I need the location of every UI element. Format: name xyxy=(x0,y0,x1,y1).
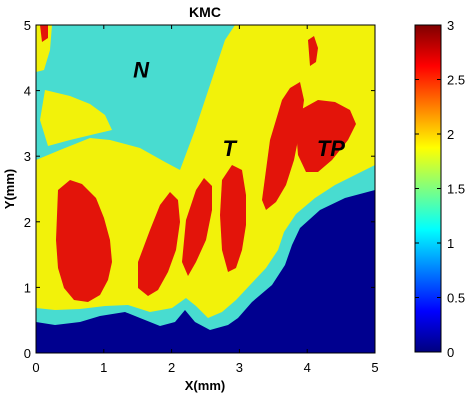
x-axis: 0 1 2 3 4 5 xyxy=(32,25,379,375)
y-tick-label: 2 xyxy=(24,215,31,230)
chart-title: KMC xyxy=(189,4,221,20)
x-axis-label: X(mm) xyxy=(185,378,225,393)
x-tick-label: 4 xyxy=(304,360,311,375)
x-tick-label: 1 xyxy=(100,360,107,375)
colorbar-tick-label: 0.5 xyxy=(447,291,465,306)
y-tick-label: 5 xyxy=(24,18,31,33)
plot-area xyxy=(36,25,375,353)
y-axis: 0 1 2 3 4 5 xyxy=(24,18,375,361)
x-tick-label: 0 xyxy=(32,360,39,375)
heatmap-level-3 xyxy=(40,25,356,302)
colorbar-tick-label: 2.5 xyxy=(447,73,465,88)
plot-frame xyxy=(35,24,376,354)
colorbar-tick-label: 0 xyxy=(447,345,454,360)
y-tick-label: 0 xyxy=(24,346,31,361)
x-tick-label: 3 xyxy=(236,360,243,375)
y-tick-label: 1 xyxy=(24,280,31,295)
region-annotations: N T TP xyxy=(133,57,345,161)
x-tick-label: 2 xyxy=(168,360,175,375)
heatmap-level-2-patch xyxy=(40,90,112,146)
colorbar-tick-label: 1.5 xyxy=(447,182,465,197)
region-label: N xyxy=(133,57,150,82)
colorbar-tick-label: 2 xyxy=(447,127,454,142)
colorbar-tick-label: 3 xyxy=(447,18,454,33)
region-label: TP xyxy=(317,136,345,161)
y-tick-label: 4 xyxy=(24,84,31,99)
colorbar-tick-label: 1 xyxy=(447,236,454,251)
colorbar-axis: 0 0.5 1 1.5 2 2.5 3 xyxy=(415,18,465,360)
y-tick-label: 3 xyxy=(24,149,31,164)
x-tick-label: 5 xyxy=(371,360,378,375)
region-label: T xyxy=(223,136,238,161)
y-axis-label: Y(mm) xyxy=(2,169,17,209)
